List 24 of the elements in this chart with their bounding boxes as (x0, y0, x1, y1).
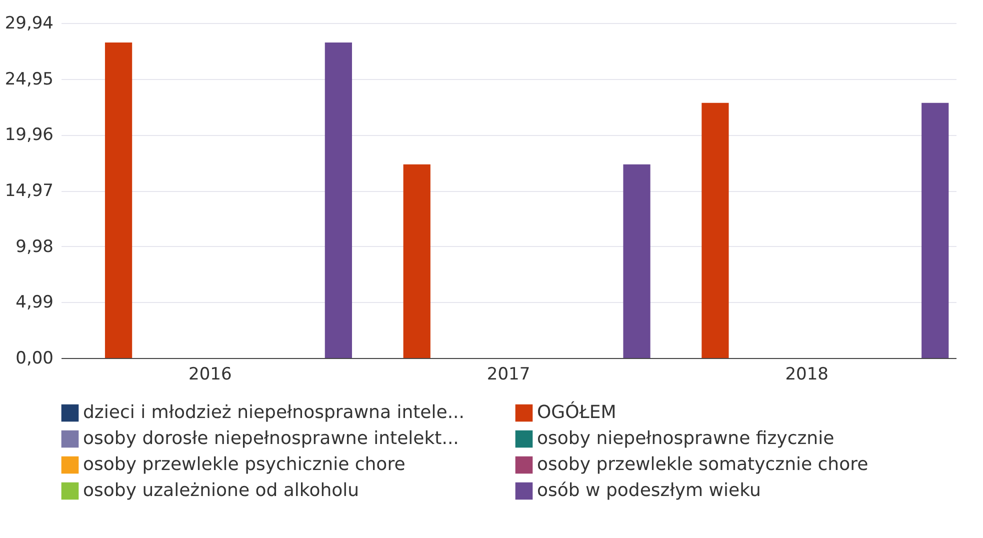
y-tick-label: 14,97 (4, 181, 54, 201)
legend-label: osoby dorosłe niepełnosprawne intelekt... (83, 428, 459, 449)
bar (324, 42, 352, 358)
x-tick-label: 2018 (785, 364, 828, 384)
bar (922, 102, 949, 358)
bar (104, 42, 132, 358)
legend-label: osoby niepełnosprawne fizycznie (537, 428, 834, 449)
legend-label: osoby przewlekle psychicznie chore (83, 454, 406, 475)
y-tick-label: 19,96 (4, 125, 54, 146)
y-tick-label: 24,95 (4, 69, 54, 90)
bar (623, 164, 650, 358)
y-tick-label: 0,00 (16, 348, 54, 368)
legend-label: osoby uzależnione od alkoholu (83, 480, 360, 501)
y-tick-label: 9,98 (16, 236, 54, 257)
bar (702, 102, 729, 358)
x-tick-label: 2016 (188, 364, 232, 384)
x-tick-label: 2017 (486, 364, 530, 384)
bar (403, 164, 430, 358)
legend-label: osób w podeszłym wieku (537, 480, 761, 501)
y-tick-label: 4,99 (16, 292, 54, 313)
legend-label: dzieci i młodzież niepełnosprawna intele... (83, 402, 464, 423)
y-tick-label: 29,94 (4, 14, 54, 34)
legend-label: OGÓŁEM (537, 401, 616, 423)
legend-label: osoby przewlekle somatycznie chore (537, 454, 868, 475)
